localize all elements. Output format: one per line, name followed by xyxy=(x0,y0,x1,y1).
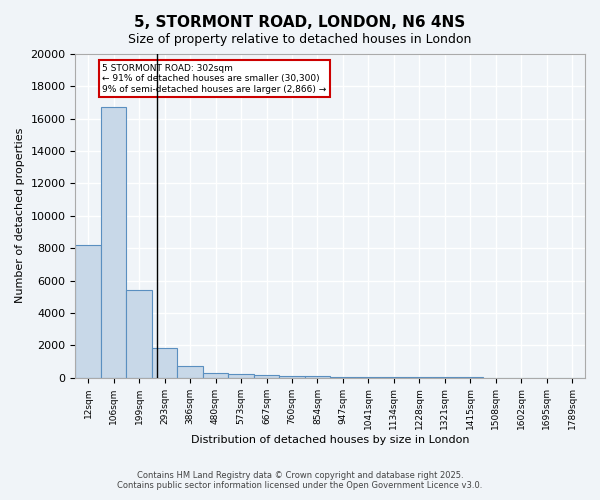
Bar xyxy=(178,366,203,378)
Text: Contains HM Land Registry data © Crown copyright and database right 2025.
Contai: Contains HM Land Registry data © Crown c… xyxy=(118,470,482,490)
Text: 5, STORMONT ROAD, LONDON, N6 4NS: 5, STORMONT ROAD, LONDON, N6 4NS xyxy=(134,15,466,30)
Bar xyxy=(101,108,127,378)
Bar xyxy=(356,377,381,378)
Text: Size of property relative to detached houses in London: Size of property relative to detached ho… xyxy=(128,32,472,46)
X-axis label: Distribution of detached houses by size in London: Distribution of detached houses by size … xyxy=(191,435,469,445)
Bar xyxy=(76,245,101,378)
Bar xyxy=(228,374,254,378)
Bar xyxy=(127,290,152,378)
Bar xyxy=(279,376,305,378)
Bar xyxy=(305,376,330,378)
Bar xyxy=(254,375,279,378)
Bar xyxy=(152,348,178,378)
Bar xyxy=(203,372,228,378)
Text: 5 STORMONT ROAD: 302sqm
← 91% of detached houses are smaller (30,300)
9% of semi: 5 STORMONT ROAD: 302sqm ← 91% of detache… xyxy=(102,64,326,94)
Bar xyxy=(330,377,356,378)
Y-axis label: Number of detached properties: Number of detached properties xyxy=(15,128,25,304)
